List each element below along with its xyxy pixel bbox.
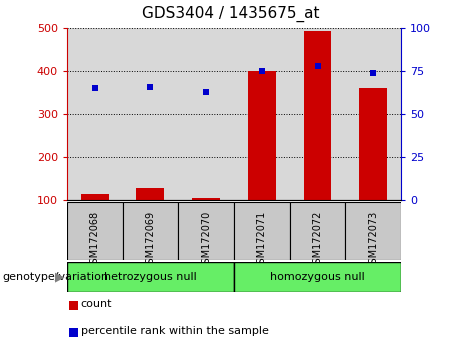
Text: ▶: ▶ — [55, 270, 65, 284]
Text: count: count — [81, 299, 112, 309]
Bar — [192, 198, 220, 243]
Bar — [345, 202, 401, 260]
Point — [91, 86, 98, 91]
Point — [147, 84, 154, 90]
Point — [370, 70, 377, 76]
Bar — [67, 262, 234, 292]
Text: homozygous null: homozygous null — [270, 272, 365, 282]
Text: GSM172073: GSM172073 — [368, 211, 378, 270]
Bar — [234, 202, 290, 260]
Bar — [290, 202, 345, 260]
Text: GSM172069: GSM172069 — [145, 211, 155, 270]
Bar — [178, 202, 234, 260]
Text: hetrozygous null: hetrozygous null — [104, 272, 197, 282]
Bar — [304, 31, 331, 243]
Text: GSM172068: GSM172068 — [90, 211, 100, 270]
Point — [258, 68, 266, 74]
Bar — [123, 202, 178, 260]
Bar — [248, 71, 276, 243]
Text: GDS3404 / 1435675_at: GDS3404 / 1435675_at — [142, 5, 319, 22]
Text: percentile rank within the sample: percentile rank within the sample — [81, 326, 269, 336]
Bar — [234, 262, 401, 292]
Point — [202, 89, 210, 95]
Bar — [136, 188, 164, 243]
Bar — [67, 202, 123, 260]
Point — [314, 63, 321, 69]
Text: genotype/variation: genotype/variation — [2, 272, 108, 282]
Bar — [359, 87, 387, 243]
Text: GSM172071: GSM172071 — [257, 211, 267, 270]
Text: GSM172070: GSM172070 — [201, 211, 211, 270]
Bar — [81, 194, 109, 243]
Text: GSM172072: GSM172072 — [313, 211, 323, 270]
